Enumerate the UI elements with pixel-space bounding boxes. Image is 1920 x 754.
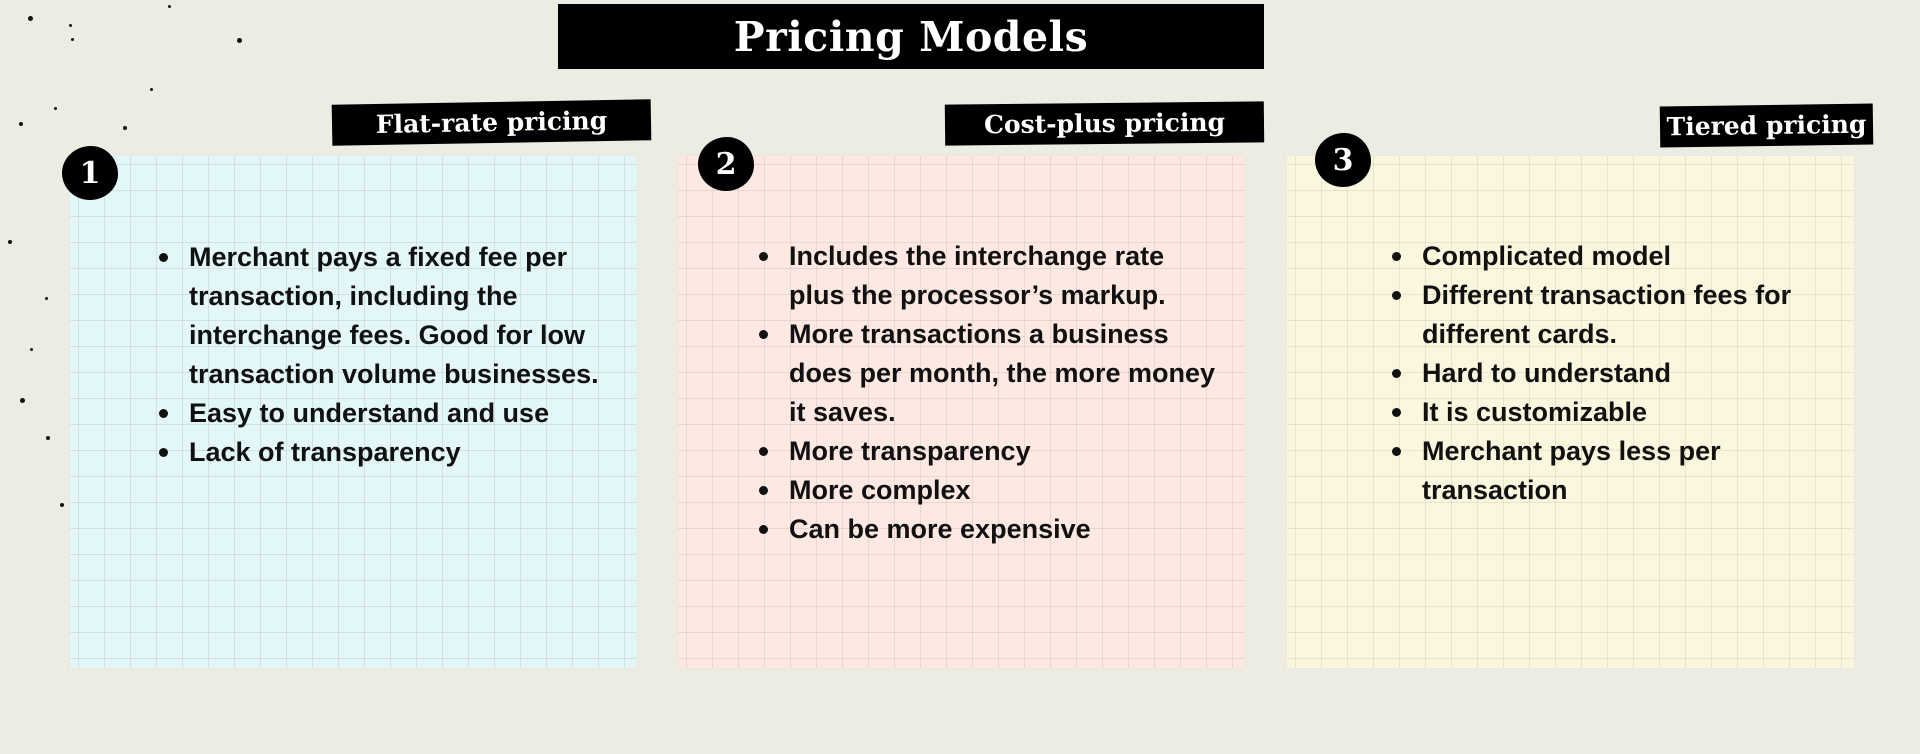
list-item: More complex <box>757 471 1217 510</box>
decorative-speck <box>237 38 242 43</box>
decorative-speck <box>28 16 33 21</box>
list-item: Complicated model <box>1390 237 1830 276</box>
number-badge-3: 3 <box>1315 133 1371 187</box>
decorative-speck <box>20 398 25 403</box>
decorative-speck <box>46 436 50 440</box>
tiered-points: Complicated model Different transaction … <box>1390 237 1830 510</box>
decorative-speck <box>69 24 72 27</box>
list-item: More transparency <box>757 432 1217 471</box>
cost-plus-points: Includes the interchange rate plus the p… <box>757 237 1217 549</box>
number-badge-1: 1 <box>62 146 118 200</box>
decorative-speck <box>168 5 171 8</box>
decorative-speck <box>150 88 153 91</box>
list-item: Lack of transparency <box>157 433 627 472</box>
decorative-speck <box>8 240 12 244</box>
list-item: Includes the interchange rate plus the p… <box>757 237 1217 315</box>
decorative-speck <box>71 38 74 41</box>
model-label-flat-rate: Flat-rate pricing <box>331 99 652 146</box>
number-badge-2: 2 <box>698 137 754 191</box>
list-item: Can be more expensive <box>757 510 1217 549</box>
model-card-tiered <box>1287 156 1854 668</box>
model-label-cost-plus: Cost-plus pricing <box>944 101 1265 146</box>
flat-rate-points: Merchant pays a fixed fee per transactio… <box>157 238 627 472</box>
decorative-speck <box>30 348 33 351</box>
list-item: Easy to understand and use <box>157 394 627 433</box>
list-item: Hard to understand <box>1390 354 1830 393</box>
model-label-tiered: Tiered pricing <box>1659 103 1874 148</box>
list-item: Merchant pays a fixed fee per transactio… <box>157 238 627 394</box>
decorative-speck <box>60 503 64 507</box>
decorative-speck <box>45 297 48 300</box>
model-card-flat-rate <box>70 156 637 668</box>
decorative-speck <box>54 107 57 110</box>
list-item: Merchant pays less per transaction <box>1390 432 1830 510</box>
page-title: Pricing Models <box>733 12 1089 61</box>
list-item: Different transaction fees for different… <box>1390 276 1830 354</box>
decorative-speck <box>123 126 127 130</box>
list-item: It is customizable <box>1390 393 1830 432</box>
model-card-cost-plus <box>678 156 1245 668</box>
decorative-speck <box>19 122 23 126</box>
list-item: More transactions a business does per mo… <box>757 315 1217 432</box>
page-title-banner: Pricing Models <box>558 4 1264 69</box>
